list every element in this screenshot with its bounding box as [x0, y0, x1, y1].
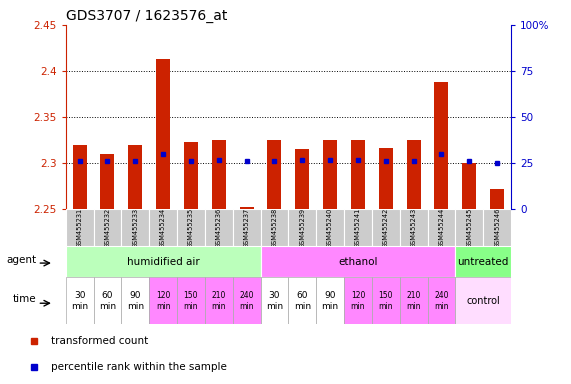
Text: GSM455237: GSM455237: [244, 207, 250, 248]
Bar: [288, 277, 316, 324]
Bar: [400, 209, 428, 246]
Bar: [100, 154, 114, 209]
Bar: [66, 246, 260, 277]
Text: GSM455233: GSM455233: [132, 207, 138, 248]
Bar: [260, 277, 288, 324]
Bar: [372, 277, 400, 324]
Bar: [233, 209, 260, 246]
Text: GSM455235: GSM455235: [188, 207, 194, 248]
Text: GSM455236: GSM455236: [216, 207, 222, 248]
Text: 30
min: 30 min: [266, 291, 283, 311]
Text: 150
min: 150 min: [379, 291, 393, 311]
Text: GDS3707 / 1623576_at: GDS3707 / 1623576_at: [66, 8, 227, 23]
Text: GSM455234: GSM455234: [160, 207, 166, 248]
Bar: [351, 140, 365, 209]
Bar: [260, 209, 288, 246]
Bar: [483, 209, 511, 246]
Bar: [212, 140, 226, 209]
Text: agent: agent: [6, 255, 36, 265]
Bar: [128, 145, 142, 209]
Text: GSM455239: GSM455239: [299, 207, 305, 248]
Bar: [184, 142, 198, 209]
Text: time: time: [13, 293, 36, 303]
Bar: [288, 209, 316, 246]
Bar: [205, 209, 233, 246]
Text: 90
min: 90 min: [321, 291, 339, 311]
Bar: [66, 277, 94, 324]
Bar: [407, 140, 421, 209]
Bar: [205, 277, 233, 324]
Bar: [122, 209, 149, 246]
Bar: [316, 277, 344, 324]
Bar: [428, 277, 456, 324]
Bar: [456, 246, 511, 277]
Bar: [267, 140, 282, 209]
Bar: [323, 140, 337, 209]
Text: GSM455240: GSM455240: [327, 207, 333, 248]
Text: 60
min: 60 min: [293, 291, 311, 311]
Text: GSM455242: GSM455242: [383, 207, 389, 248]
Bar: [149, 277, 177, 324]
Bar: [400, 277, 428, 324]
Bar: [463, 163, 476, 209]
Bar: [260, 246, 456, 277]
Text: 120
min: 120 min: [351, 291, 365, 311]
Bar: [94, 209, 122, 246]
Bar: [94, 277, 122, 324]
Bar: [73, 145, 87, 209]
Bar: [379, 147, 393, 209]
Bar: [344, 277, 372, 324]
Text: ethanol: ethanol: [338, 257, 377, 266]
Bar: [456, 277, 511, 324]
Text: GSM455244: GSM455244: [439, 207, 444, 248]
Text: GSM455231: GSM455231: [77, 207, 83, 248]
Bar: [295, 149, 309, 209]
Text: GSM455246: GSM455246: [494, 207, 500, 248]
Text: humidified air: humidified air: [127, 257, 199, 266]
Text: 120
min: 120 min: [156, 291, 170, 311]
Bar: [456, 209, 483, 246]
Bar: [156, 59, 170, 209]
Text: 240
min: 240 min: [434, 291, 449, 311]
Bar: [372, 209, 400, 246]
Bar: [316, 209, 344, 246]
Bar: [233, 277, 260, 324]
Text: 90
min: 90 min: [127, 291, 144, 311]
Bar: [177, 209, 205, 246]
Text: GSM455232: GSM455232: [104, 207, 110, 248]
Text: untreated: untreated: [457, 257, 509, 266]
Text: 150
min: 150 min: [184, 291, 198, 311]
Text: 210
min: 210 min: [407, 291, 421, 311]
Bar: [122, 277, 149, 324]
Text: GSM455245: GSM455245: [467, 207, 472, 248]
Bar: [149, 209, 177, 246]
Text: GSM455243: GSM455243: [411, 207, 417, 248]
Text: GSM455241: GSM455241: [355, 207, 361, 248]
Bar: [490, 189, 504, 209]
Text: transformed count: transformed count: [51, 336, 148, 346]
Text: percentile rank within the sample: percentile rank within the sample: [51, 362, 227, 372]
Bar: [240, 207, 254, 209]
Bar: [177, 277, 205, 324]
Text: 60
min: 60 min: [99, 291, 116, 311]
Bar: [344, 209, 372, 246]
Text: GSM455238: GSM455238: [271, 207, 278, 248]
Text: control: control: [467, 296, 500, 306]
Bar: [66, 209, 94, 246]
Text: 30
min: 30 min: [71, 291, 88, 311]
Bar: [428, 209, 456, 246]
Text: 240
min: 240 min: [239, 291, 254, 311]
Bar: [435, 82, 448, 209]
Text: 210
min: 210 min: [211, 291, 226, 311]
